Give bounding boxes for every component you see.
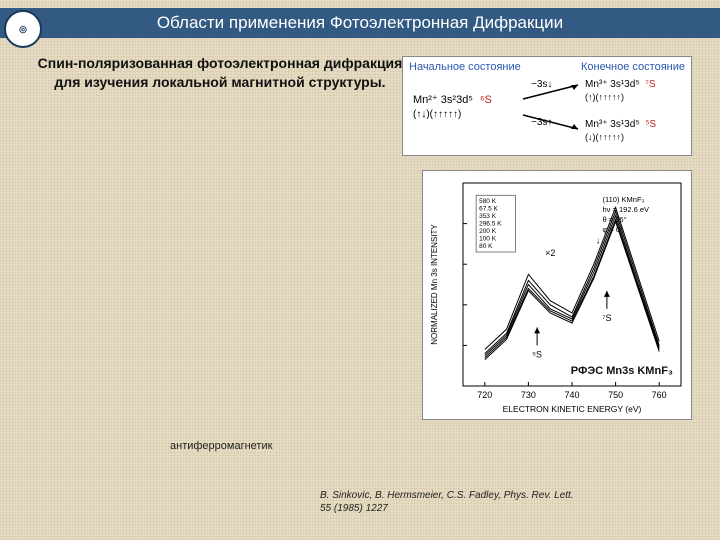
chart-caption: РФЭС Mn3s KMnF₃	[571, 365, 673, 377]
citation-line2: 55 (1985) 1227	[320, 503, 388, 514]
svg-text:67.5 K: 67.5 K	[479, 206, 498, 213]
svg-text:720: 720	[477, 390, 492, 400]
svg-text:⁷S: ⁷S	[602, 313, 611, 323]
svg-text:730: 730	[521, 390, 536, 400]
svg-text:580 K: 580 K	[479, 198, 497, 205]
svg-text:↓: ↓	[596, 236, 601, 246]
svg-text:200 K: 200 K	[479, 228, 497, 235]
title-bar: ◎ Области применения Фотоэлектронная Диф…	[0, 8, 720, 38]
svg-text:80 K: 80 K	[479, 243, 493, 250]
final-ion-b: Mn³⁺ 3s¹3d⁵ ⁵S	[585, 119, 656, 130]
svg-text:100 K: 100 K	[479, 236, 497, 243]
svg-text:(110) KMnF₃: (110) KMnF₃	[603, 195, 645, 204]
svg-text:×2: ×2	[545, 248, 555, 258]
svg-text:φ = 0°: φ = 0°	[603, 225, 624, 234]
svg-text:hν = 192.6 eV: hν = 192.6 eV	[603, 205, 650, 214]
svg-text:740: 740	[564, 390, 579, 400]
svg-text:⁵S: ⁵S	[532, 349, 542, 359]
citation: B. Sinkovic, B. Hermsmeier, C.S. Fadley,…	[320, 490, 574, 515]
spectrum-chart-svg: 720 730 740 750 760 NORMALIZED Mn 3s INTENSIT…	[423, 171, 693, 421]
arrow-bot-label: −3s↑	[531, 117, 552, 128]
subtitle: Спин-поляризованная фотоэлектронная дифр…	[30, 54, 410, 92]
antiferromagnet-label: антиферромагнетик	[170, 440, 272, 452]
svg-text:θ = 36°: θ = 36°	[603, 215, 627, 224]
svg-text:760: 760	[652, 390, 667, 400]
final-cfg-a: (↑)(↑↑↑↑↑)	[585, 92, 624, 102]
final-state-label: Конечное состояние	[581, 61, 685, 73]
final-ion-a: Mn³⁺ 3s¹3d⁵ ⁷S	[585, 79, 656, 90]
initial-ion: Mn²⁺ 3s²3d⁵ ⁶S	[413, 93, 492, 106]
svg-text:353 K: 353 K	[479, 213, 497, 220]
svg-text:750: 750	[608, 390, 623, 400]
svg-text:ELECTRON KINETIC ENERGY (eV): ELECTRON KINETIC ENERGY (eV)	[503, 404, 642, 414]
page-title: Области применения Фотоэлектронная Дифра…	[157, 13, 563, 32]
state-diagram: Начальное состояние Mn²⁺ 3s²3d⁵ ⁶S (↑↓)(…	[402, 56, 692, 156]
initial-cfg: (↑↓)(↑↑↑↑↑)	[413, 109, 461, 120]
initial-state-label: Начальное состояние	[409, 61, 521, 73]
citation-line1: B. Sinkovic, B. Hermsmeier, C.S. Fadley,…	[320, 490, 574, 501]
svg-text:NORMALIZED Mn 3s INTENSITY: NORMALIZED Mn 3s INTENSITY	[430, 224, 439, 345]
logo-icon: ◎	[4, 10, 42, 48]
final-cfg-b: (↓)(↑↑↑↑↑)	[585, 132, 624, 142]
arrow-top-label: −3s↓	[531, 79, 552, 90]
spectrum-chart: 720 730 740 750 760 NORMALIZED Mn 3s INTENSIT…	[422, 170, 692, 420]
svg-text:296.5 K: 296.5 K	[479, 221, 502, 228]
